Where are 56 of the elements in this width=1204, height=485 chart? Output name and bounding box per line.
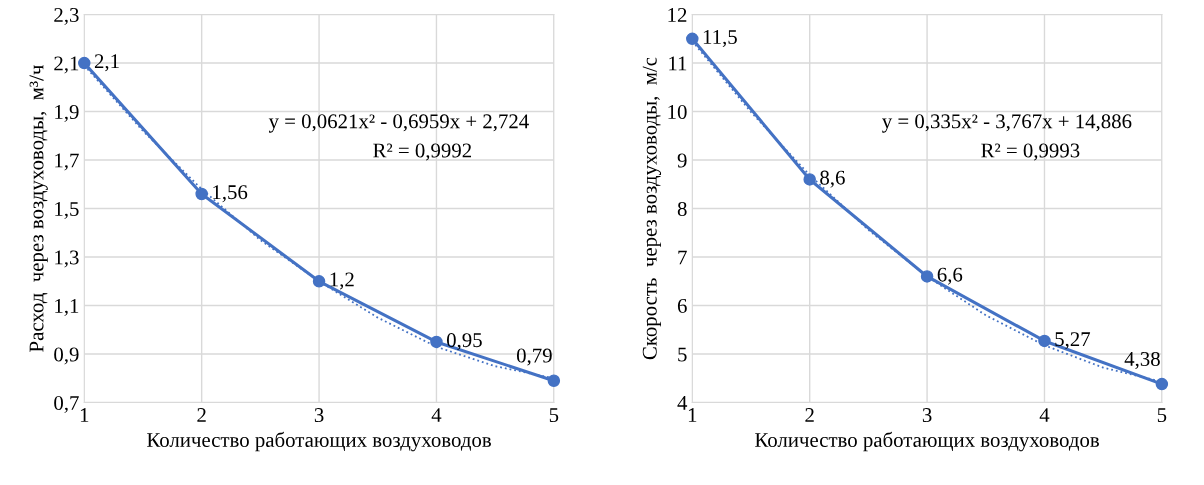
- y-tick-label: 5: [678, 347, 687, 362]
- point: [920, 270, 934, 283]
- y-axis-title: Расход через воздуховоды, м³/ч: [29, 65, 48, 352]
- annotation: y = 0,335x² - 3,767x + 14,886: [882, 114, 1132, 133]
- data-label: 8,6: [820, 170, 845, 188]
- y-tick-label: 0,7: [54, 395, 79, 413]
- y-tick-label: 10: [668, 104, 687, 119]
- point: [1155, 377, 1169, 391]
- data-label: 2,1: [94, 54, 119, 72]
- y-tick-label: 1,9: [55, 104, 79, 122]
- point: [430, 335, 443, 349]
- y-tick-label: 8: [677, 201, 687, 216]
- x-tick-label: 5: [1157, 408, 1167, 423]
- y-tick-label: 1,7: [55, 153, 79, 171]
- point: [547, 374, 561, 387]
- y-tick-label: 4: [677, 396, 688, 410]
- x-tick-label: 5: [549, 408, 559, 423]
- data-label: 0,95: [446, 333, 482, 351]
- y-tick-label: 2,1: [54, 56, 79, 74]
- x-tick-label: 1: [688, 408, 697, 422]
- x-axis-title: Количество работающих воздуховодов: [755, 431, 1099, 452]
- y-tick-label: 1,3: [55, 250, 79, 268]
- point: [1038, 334, 1051, 348]
- x-tick-label: 4: [1039, 408, 1050, 422]
- x-tick-label: 3: [922, 408, 932, 423]
- y-tick-label: 1,1: [55, 299, 79, 316]
- annotation: R² = 0,9992: [373, 143, 472, 161]
- x-tick-label: 1: [80, 408, 89, 422]
- y-tick-label: 0,9: [54, 347, 79, 365]
- annotation: y = 0,0621x² - 0,6959x + 2,724: [268, 114, 529, 133]
- point: [803, 173, 816, 186]
- y-tick-label: 9: [677, 153, 687, 168]
- x-tick-label: 4: [431, 408, 442, 422]
- y-tick-label: 12: [668, 7, 687, 22]
- x-axis-title: Количество работающих воздуховодов: [147, 431, 491, 452]
- data-label: 0,79: [516, 348, 552, 366]
- y-axis-title: Скорость через воздуховоды, м/с: [642, 57, 662, 360]
- data-label: 1,56: [213, 185, 248, 203]
- data-label: 11,5: [703, 30, 737, 48]
- point: [78, 56, 91, 70]
- x-tick-label: 2: [805, 408, 814, 422]
- y-tick-label: 6: [677, 298, 687, 313]
- x-tick-label: 2: [197, 408, 206, 422]
- annotation: R² = 0,9993: [981, 143, 1080, 161]
- data-label: 1,2: [330, 272, 354, 290]
- data-label: 4,38: [1124, 351, 1160, 369]
- y-tick-label: 1,5: [55, 202, 79, 219]
- y-tick-label: 7: [678, 250, 687, 265]
- point: [686, 32, 699, 46]
- y-tick-label: 11: [669, 56, 687, 71]
- data-label: 6,6: [937, 267, 963, 285]
- y-tick-label: 2,3: [54, 7, 79, 25]
- point: [312, 275, 326, 288]
- data-label: 5,27: [1055, 332, 1091, 350]
- x-tick-label: 3: [314, 408, 324, 423]
- point: [195, 187, 208, 201]
